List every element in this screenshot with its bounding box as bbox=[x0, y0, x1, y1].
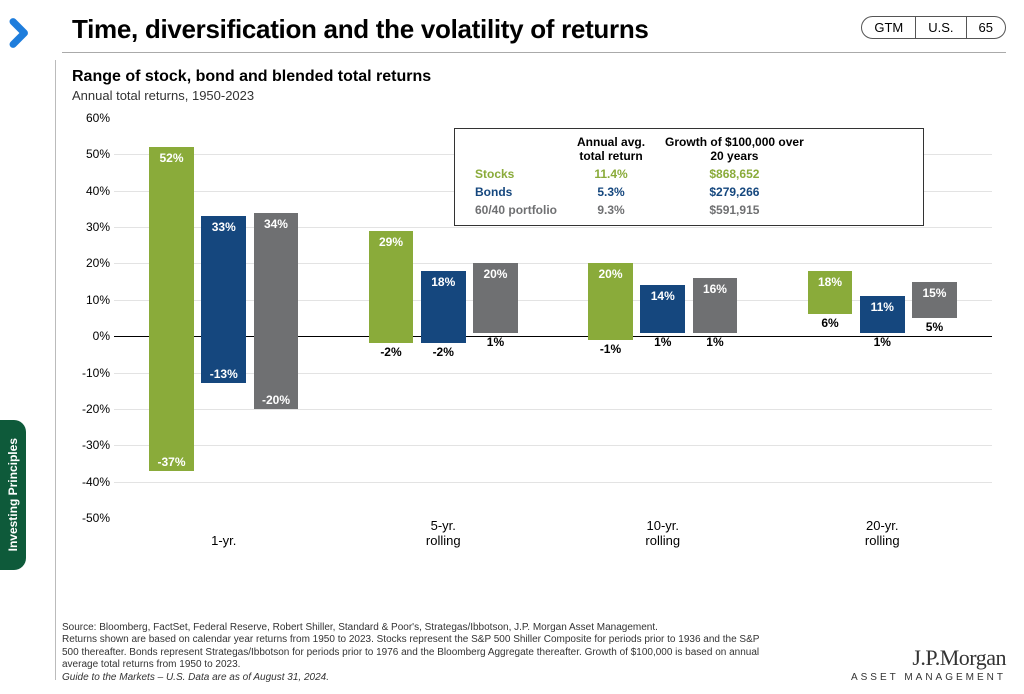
x-axis-label: 1-yr. bbox=[174, 534, 274, 548]
header-pills: GTM U.S. 65 bbox=[861, 16, 1006, 39]
bar-label-high: 29% bbox=[363, 235, 420, 249]
header: Time, diversification and the volatility… bbox=[0, 10, 1024, 52]
x-axis-label: 5-yr.rolling bbox=[393, 519, 493, 548]
x-axis-label: 20-yr.rolling bbox=[832, 519, 932, 548]
pill-gtm: GTM bbox=[862, 17, 916, 38]
bar-label-high: 11% bbox=[854, 300, 911, 314]
bar-label-low: -2% bbox=[415, 345, 472, 359]
bar-label-high: 52% bbox=[143, 151, 200, 165]
subtitle-block: Range of stock, bond and blended total r… bbox=[72, 68, 431, 103]
header-rule bbox=[62, 52, 1006, 53]
chevron-icon bbox=[6, 16, 40, 50]
y-axis-label: -20% bbox=[72, 402, 110, 416]
subtitle-bold: Range of stock, bond and blended total r… bbox=[72, 68, 431, 86]
bar-label-low: 5% bbox=[906, 320, 963, 334]
legend-hdr-return: Annual avg.total return bbox=[567, 133, 655, 165]
y-axis-label: 30% bbox=[72, 220, 110, 234]
side-tab-label: Investing Principles bbox=[6, 438, 20, 551]
logo-bottom: ASSET MANAGEMENT bbox=[851, 672, 1006, 685]
bar-label-low: 1% bbox=[634, 335, 691, 349]
bar-label-low: -2% bbox=[363, 345, 420, 359]
bar-label-high: 33% bbox=[195, 220, 252, 234]
bar-label-low: 6% bbox=[802, 316, 859, 330]
bar-label-low: -13% bbox=[195, 367, 252, 381]
footer: Source: Bloomberg, FactSet, Federal Rese… bbox=[62, 622, 1006, 685]
bar-label-high: 15% bbox=[906, 286, 963, 300]
y-axis-label: 60% bbox=[72, 111, 110, 125]
legend-hdr-growth: Growth of $100,000 over20 years bbox=[655, 133, 814, 165]
bar-label-low: 1% bbox=[687, 335, 744, 349]
footer-line-1: Source: Bloomberg, FactSet, Federal Rese… bbox=[62, 622, 762, 635]
side-tab: Investing Principles bbox=[0, 420, 26, 570]
y-axis-label: 0% bbox=[72, 329, 110, 343]
bar-label-low: -37% bbox=[143, 455, 200, 469]
legend-row: Stocks11.4%$868,652 bbox=[465, 165, 814, 183]
bar-label-high: 18% bbox=[802, 275, 859, 289]
pill-region: U.S. bbox=[916, 17, 966, 38]
left-rule bbox=[55, 60, 56, 680]
bar-label-high: 20% bbox=[467, 267, 524, 281]
y-axis-label: -40% bbox=[72, 475, 110, 489]
bar-label-high: 20% bbox=[582, 267, 639, 281]
footer-line-3: Guide to the Markets – U.S. Data are as … bbox=[62, 672, 762, 685]
page: Time, diversification and the volatility… bbox=[0, 0, 1024, 694]
bar-label-low: -20% bbox=[248, 393, 305, 407]
pill-page: 65 bbox=[967, 17, 1005, 38]
bar-label-high: 18% bbox=[415, 275, 472, 289]
y-axis-label: -50% bbox=[72, 511, 110, 525]
legend-row: 60/40 portfolio9.3%$591,915 bbox=[465, 201, 814, 219]
legend-table: Annual avg.total return Growth of $100,0… bbox=[454, 128, 924, 226]
bar-stocks bbox=[149, 147, 194, 471]
page-title: Time, diversification and the volatility… bbox=[72, 14, 649, 45]
bar-label-low: -1% bbox=[582, 342, 639, 356]
y-axis-label: 50% bbox=[72, 147, 110, 161]
footer-line-2: Returns shown are based on calendar year… bbox=[62, 634, 762, 672]
y-axis-label: 10% bbox=[72, 293, 110, 307]
logo-top: J.P.Morgan bbox=[851, 644, 1006, 672]
x-axis-label: 10-yr.rolling bbox=[613, 519, 713, 548]
y-axis-label: -10% bbox=[72, 366, 110, 380]
y-axis-label: -30% bbox=[72, 438, 110, 452]
bar-label-low: 1% bbox=[467, 335, 524, 349]
subtitle-light: Annual total returns, 1950-2023 bbox=[72, 88, 431, 103]
bar-label-high: 14% bbox=[634, 289, 691, 303]
bar-bonds bbox=[201, 216, 246, 383]
bar-label-high: 34% bbox=[248, 217, 305, 231]
bar-blend bbox=[254, 213, 299, 409]
y-axis-label: 20% bbox=[72, 256, 110, 270]
legend-row: Bonds5.3%$279,266 bbox=[465, 183, 814, 201]
bar-label-low: 1% bbox=[854, 335, 911, 349]
y-axis-label: 40% bbox=[72, 184, 110, 198]
jpm-logo: J.P.Morgan ASSET MANAGEMENT bbox=[851, 644, 1006, 684]
bar-label-high: 16% bbox=[687, 282, 744, 296]
